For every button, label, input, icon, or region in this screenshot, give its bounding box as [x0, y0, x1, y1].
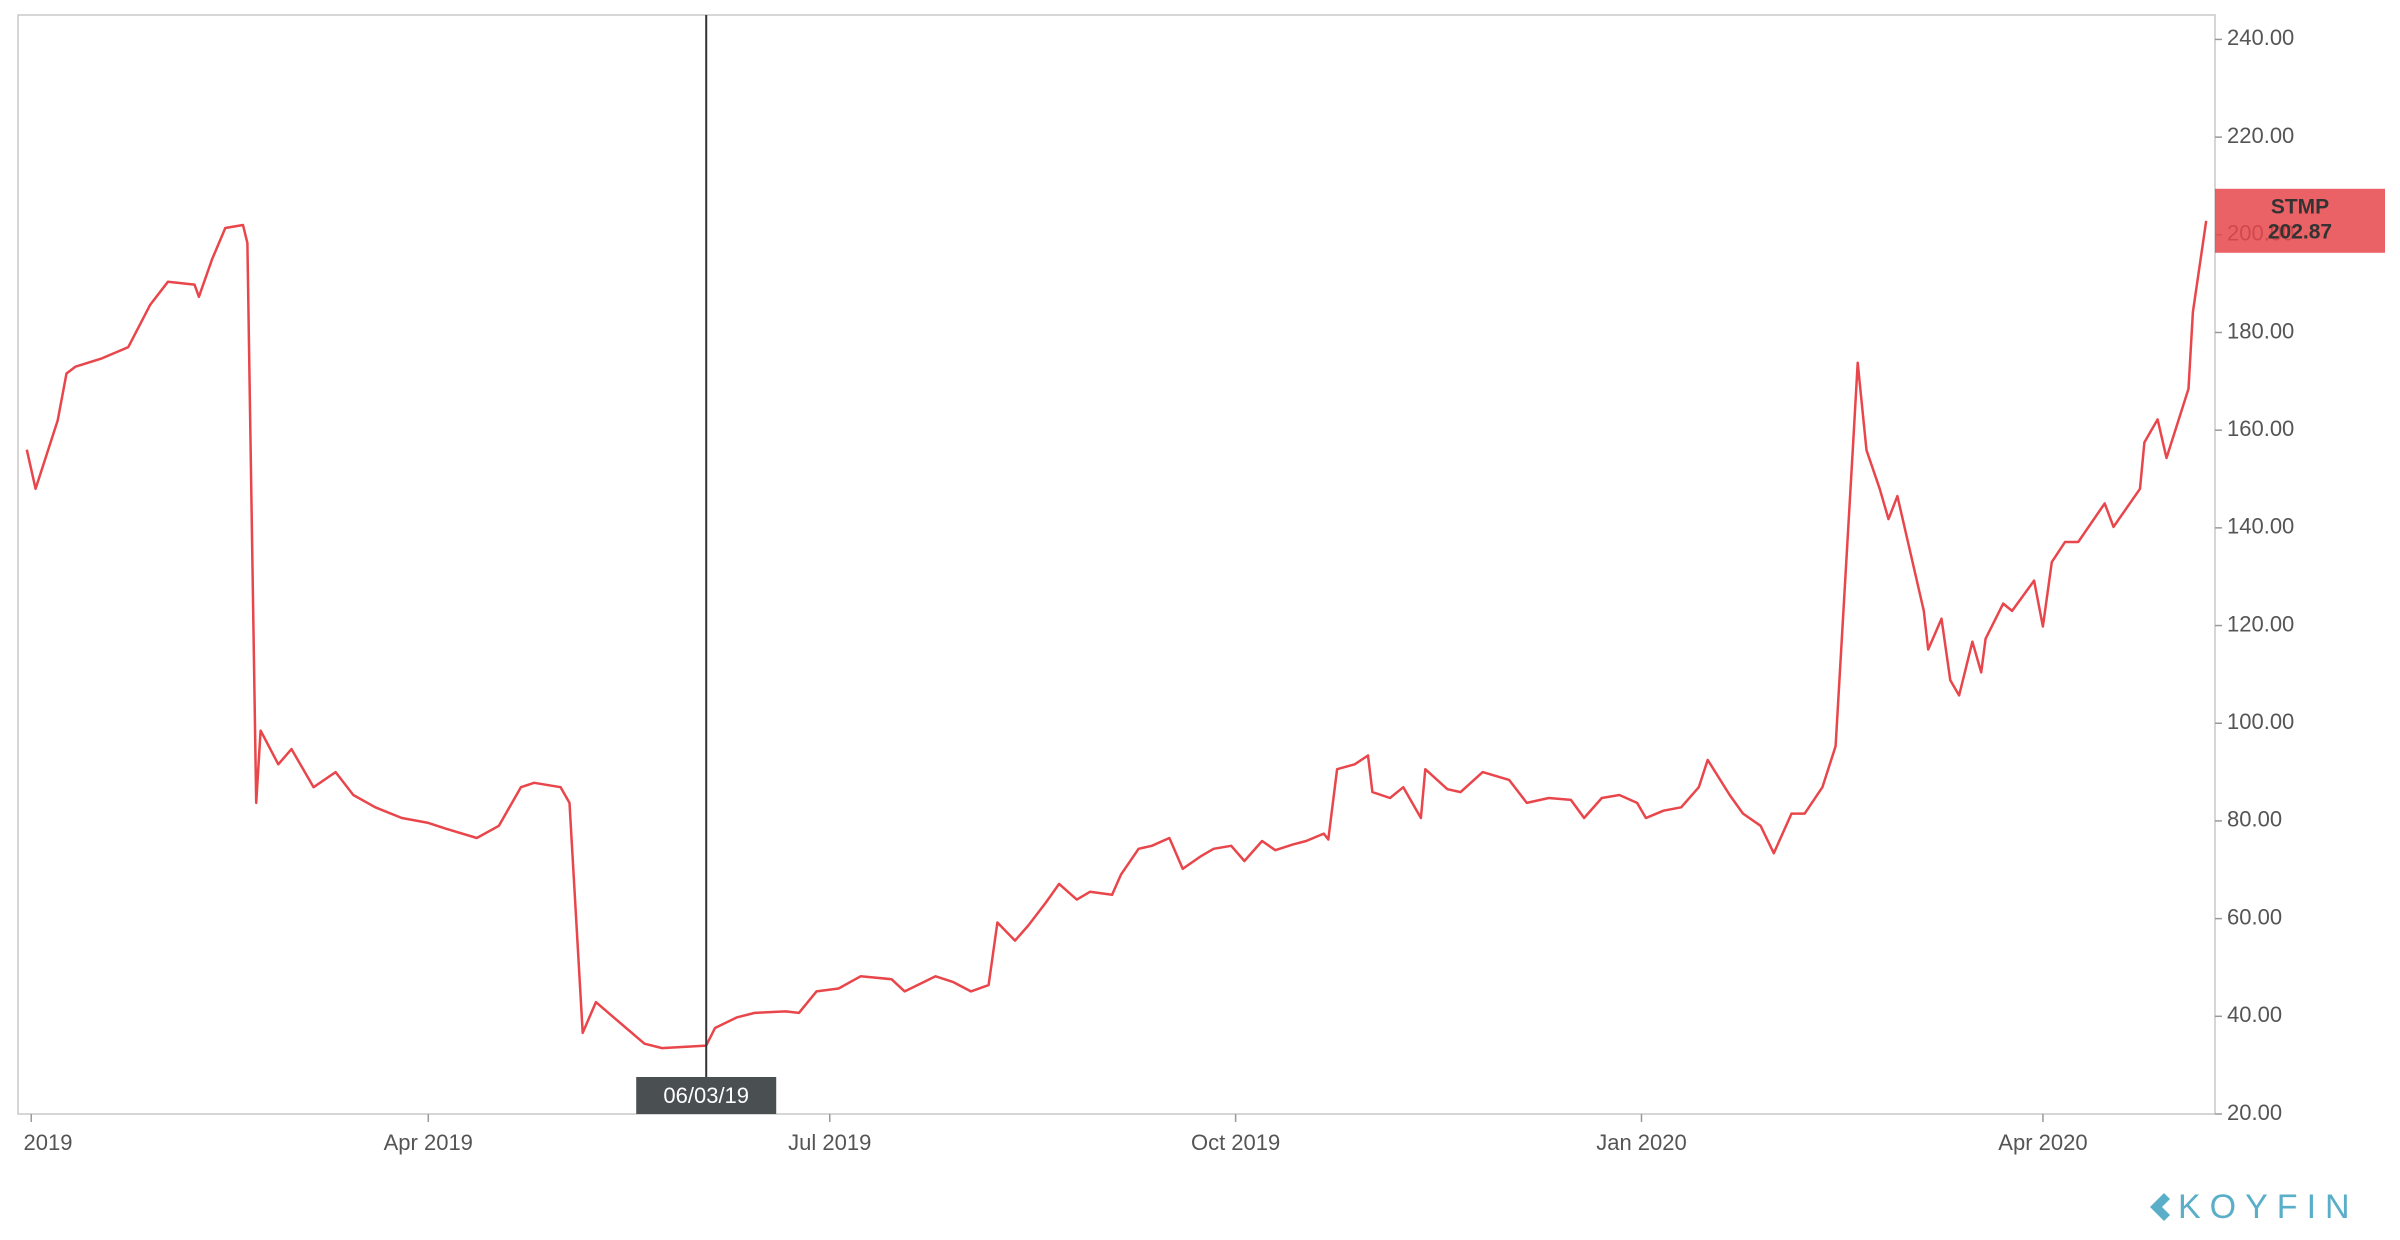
x-tick-label: 2019	[24, 1130, 73, 1155]
brand-icon	[2150, 1193, 2170, 1221]
y-tick-label: 100.00	[2227, 709, 2294, 734]
y-tick-label: 80.00	[2227, 807, 2282, 832]
y-tick-label: 60.00	[2227, 904, 2282, 929]
brand-name: KOYFIN	[2178, 1188, 2359, 1226]
x-tick-label: Apr 2019	[384, 1130, 473, 1155]
x-tick-label: Oct 2019	[1191, 1130, 1280, 1155]
last-price-value: 202.87	[2268, 220, 2332, 243]
y-tick-label: 160.00	[2227, 416, 2294, 441]
price-line	[25, 220, 2208, 1050]
y-tick-label: 140.00	[2227, 514, 2294, 539]
last-price-ticker: STMP	[2271, 195, 2329, 218]
last-price-box	[2215, 188, 2385, 253]
x-tick-label: Apr 2020	[1998, 1130, 2087, 1155]
y-tick-label: 220.00	[2227, 123, 2294, 148]
y-tick-label: 240.00	[2227, 25, 2294, 50]
crosshair-label-box	[636, 1077, 777, 1114]
y-tick-label: 40.00	[2227, 1002, 2282, 1027]
plot-frame	[17, 14, 2216, 1115]
y-tick-label: 20.00	[2227, 1100, 2282, 1125]
crosshair-label: 06/03/19	[663, 1083, 749, 1108]
x-tick-label: Jan 2020	[1596, 1130, 1687, 1155]
y-tick-label: 180.00	[2227, 318, 2294, 343]
x-tick-label: Jul 2019	[788, 1130, 871, 1155]
y-tick-label: 120.00	[2227, 611, 2294, 636]
